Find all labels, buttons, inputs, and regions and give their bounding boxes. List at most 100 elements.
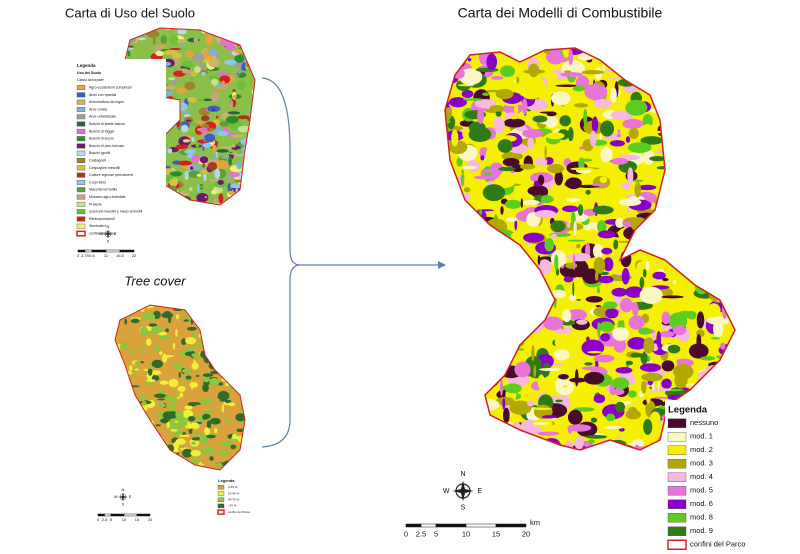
map-patch [723,354,735,371]
map-patch [589,130,597,147]
map-patch [621,182,631,190]
map-patch [464,379,482,385]
map-patch [630,352,644,358]
map-patch [553,444,559,450]
map-patch [649,155,666,162]
map-patch [119,343,129,350]
map-patch [725,164,735,173]
map-patch [147,405,154,408]
map-patch [119,378,128,384]
map-patch [492,249,515,264]
map-patch [231,144,236,148]
map-patch [216,149,229,153]
map-patch [468,364,480,371]
map-patch [201,115,210,122]
map-patch [519,314,529,318]
map-patch [496,278,512,286]
map-patch [519,163,536,170]
map-patch [241,28,255,29]
map-patch [226,22,237,27]
map-patch [206,420,212,429]
map-patch [643,394,651,400]
map-patch [138,456,143,461]
map-patch [119,397,123,400]
map-patch [211,78,219,86]
map-patch [158,402,166,408]
map-patch [565,255,570,259]
map-patch [632,179,644,182]
map-patch [608,317,625,321]
map-patch [485,238,508,254]
map-patch [639,363,662,372]
legend-label: nessuno [690,418,718,427]
map-patch [167,113,176,121]
map-patch [460,279,476,283]
map-patch [193,37,199,43]
map-patch [240,195,249,205]
map-patch [488,240,509,255]
map-patch [585,434,608,439]
map-patch [704,379,712,394]
map-patch [228,332,240,336]
map-patch [445,440,460,450]
map-patch [184,170,189,181]
legend-swatch [667,526,687,536]
map-patch [652,234,655,249]
map-patch [687,238,707,250]
map-patch [474,99,490,108]
map-patch [520,198,523,209]
map-patch [209,456,214,461]
map-patch [115,456,124,465]
map-patch [661,295,684,299]
map-patch [248,176,255,185]
map-patch [698,126,704,132]
map-patch [594,198,600,202]
map-patch [472,320,481,334]
scale-tick-label: 0 [404,529,408,538]
map-patch [581,366,605,371]
map-patch [649,90,655,94]
map-patch [250,199,253,205]
map-patch [596,286,601,294]
map-patch [114,49,117,52]
map-patch [667,344,681,354]
map-patch [236,149,242,155]
legend-label: 40-70 % [228,497,240,501]
map-patch [182,448,193,458]
map-patch [217,394,227,400]
map-patch [563,276,574,283]
compass-label: E [477,488,482,495]
map-patch [670,50,682,57]
map-patch [585,189,591,195]
map-patch [546,111,557,117]
map-patch [196,192,209,203]
map-patch [119,400,122,403]
map-patch [639,276,645,289]
map-patch [163,174,174,180]
map-patch [128,364,133,372]
map-patch [519,275,526,283]
map-patch [445,348,454,351]
map-patch [140,469,150,470]
map-patch [191,353,201,358]
map-patch [181,305,194,309]
map-patch [169,171,183,177]
map-patch [251,153,255,157]
map-patch [495,310,499,321]
map-patch [447,309,452,312]
map-patch [643,418,653,435]
map-patch [451,329,457,347]
map-patch [700,151,717,163]
map-patch [713,206,723,214]
map-patch [188,310,195,315]
map-patch [503,441,525,447]
map-patch [559,115,571,127]
map-patch [151,359,164,369]
map-patch [686,268,703,274]
map-patch [706,280,726,290]
map-patch [230,378,233,386]
map-patch [228,171,241,178]
map-patch [125,28,126,37]
legend-swatch [76,179,86,185]
map-patch [230,339,241,343]
